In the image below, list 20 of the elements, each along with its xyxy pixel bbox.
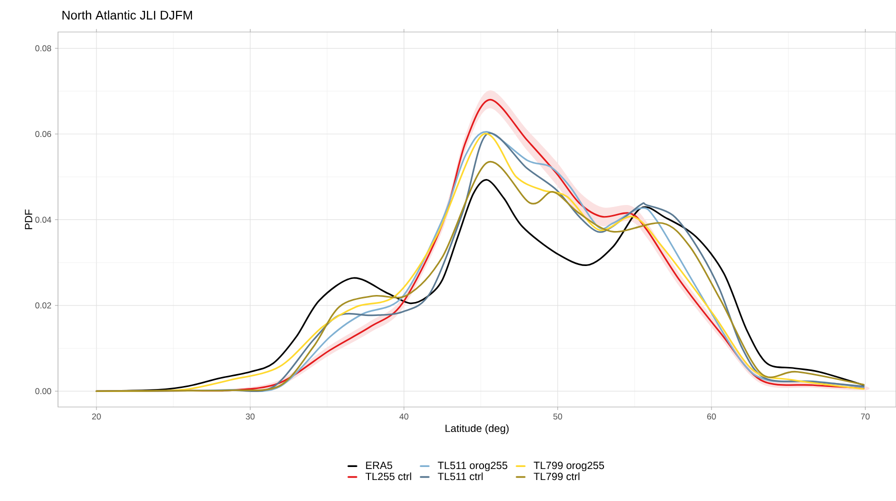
- x-tick-label: 50: [553, 414, 562, 420]
- y-tick-label: 0.04: [35, 216, 52, 223]
- y-axis-title: PDF: [24, 209, 32, 230]
- x-tick-label: 40: [399, 414, 408, 420]
- x-tick-label: 70: [860, 414, 870, 420]
- y-tick-label: 0.06: [35, 131, 52, 137]
- legend-label: ERA5: [366, 462, 392, 470]
- x-tick-label: 20: [92, 414, 101, 420]
- legend-label: TL255 ctrl: [366, 472, 412, 480]
- legend-label: TL511 orog255: [438, 462, 508, 472]
- x-axis-title: Latitude (deg): [446, 424, 509, 434]
- legend-label: TL799 ctrl: [534, 472, 580, 480]
- x-tick-label: 60: [707, 414, 716, 420]
- chart-title: North Atlantic JLI DJFM: [62, 10, 192, 20]
- y-tick-label: 0.00: [35, 388, 52, 394]
- x-tick-label: 30: [246, 414, 255, 420]
- y-tick-label: 0.08: [35, 45, 52, 52]
- legend-label: TL799 orog255: [534, 462, 604, 472]
- y-tick-label: 0.02: [35, 302, 52, 308]
- legend-label: TL511 ctrl: [438, 472, 483, 480]
